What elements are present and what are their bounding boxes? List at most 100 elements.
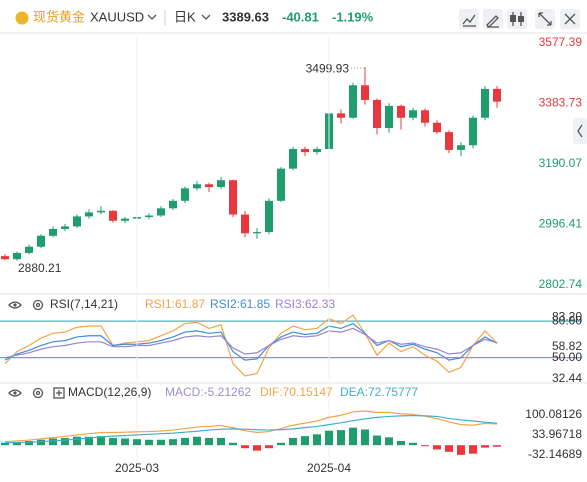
- macd-legend-icons: [8, 387, 65, 399]
- indicator-icon: [462, 14, 476, 27]
- candle-body: [37, 235, 45, 247]
- candle-body: [277, 168, 285, 201]
- rsi-line: [4, 314, 498, 377]
- macd-bar: [25, 440, 33, 446]
- macd-bar: [325, 430, 333, 446]
- macd-bar: [421, 445, 429, 447]
- y-tick-label: 2802.74: [539, 277, 583, 291]
- macd-bar: [361, 429, 369, 446]
- candle-body: [97, 210, 105, 213]
- indicator-title: MACD(12,26,9): [68, 385, 151, 399]
- candle-body: [457, 145, 465, 150]
- candle-body: [313, 148, 321, 153]
- candle-body: [25, 246, 33, 253]
- eye-pupil: [13, 303, 17, 307]
- macd-bar: [85, 436, 93, 446]
- macd-bar: [277, 442, 285, 446]
- y-tick-label: 58.82: [552, 339, 582, 353]
- candle-type-button[interactable]: [507, 9, 527, 29]
- macd-line: [4, 410, 498, 443]
- symbol-dropdown[interactable]: [147, 14, 157, 20]
- legend-entry: MACD:-5.21262: [165, 385, 251, 399]
- macd-bar: [1, 442, 9, 446]
- band-label: 50.00: [552, 350, 582, 364]
- candle-body: [421, 110, 429, 123]
- y-tick-label: 32.44: [552, 371, 582, 385]
- macd-bar: [373, 435, 381, 446]
- candle-body: [445, 132, 453, 150]
- macd-bar: [481, 445, 489, 448]
- macd-bar: [97, 436, 105, 446]
- x-tick-label: 2025-04: [307, 461, 351, 475]
- instrument-name: 现货黄金: [33, 9, 85, 24]
- macd-bar: [397, 440, 405, 446]
- macd-bar: [205, 437, 213, 446]
- fullscreen-icon: [538, 12, 552, 26]
- price-change: -40.81: [282, 9, 319, 24]
- macd-bar: [229, 442, 237, 446]
- draw-icon: [486, 15, 499, 28]
- candle-body: [337, 113, 345, 118]
- macd-bar: [73, 436, 81, 446]
- y-tick-label: 3577.39: [539, 35, 583, 49]
- candle-body: [1, 256, 9, 260]
- eye-icon[interactable]: [8, 389, 22, 397]
- candle-body: [181, 188, 189, 201]
- y-tick-label: 33.96718: [532, 427, 582, 441]
- settings-icon[interactable]: [32, 299, 44, 311]
- candle-body: [301, 148, 309, 153]
- eye-icon[interactable]: [8, 301, 22, 309]
- candle-body: [481, 88, 489, 118]
- expand-icon[interactable]: [53, 387, 65, 399]
- candle-body: [433, 122, 441, 133]
- instrument-symbol[interactable]: XAUUSD: [90, 9, 144, 24]
- legend-entry: RSI1:61.87: [145, 297, 205, 311]
- side-toggle[interactable]: [573, 118, 587, 144]
- candle-body: [265, 200, 273, 233]
- candle-body: [469, 117, 477, 146]
- candle-body: [193, 184, 201, 189]
- y-tick-label: 2996.41: [539, 217, 583, 231]
- candle-body: [145, 215, 153, 218]
- rsi-legend-icons: [8, 299, 44, 311]
- min-label: 2880.21: [18, 261, 62, 275]
- macd-bar: [121, 438, 129, 446]
- period-dropdown[interactable]: [201, 14, 211, 20]
- price: 3389.63: [222, 9, 269, 24]
- coin-icon: [15, 11, 29, 25]
- legend-entry: DEA:72.75777: [340, 385, 418, 399]
- macd-bar: [61, 437, 69, 446]
- macd-bar: [313, 434, 321, 446]
- candle-body: [73, 216, 81, 227]
- macd-bar: [37, 439, 45, 446]
- macd-bar: [109, 437, 117, 446]
- macd-bar: [193, 436, 201, 446]
- candle-body: [169, 200, 177, 209]
- macd-bar: [385, 437, 393, 446]
- settings-icon-core: [35, 390, 41, 396]
- settings-icon[interactable]: [32, 387, 44, 399]
- toolbar: [459, 9, 580, 29]
- candle-type-icon-body: [510, 15, 516, 22]
- macd-bar: [493, 445, 501, 447]
- y-tick-label: 83.20: [552, 309, 582, 323]
- period[interactable]: 日K: [174, 9, 196, 24]
- candle-body: [241, 214, 249, 234]
- macd-bar: [133, 439, 141, 446]
- candle-body: [361, 85, 369, 100]
- macd-bar: [433, 445, 441, 450]
- macd-bar: [157, 439, 165, 446]
- macd-bar: [253, 445, 261, 451]
- candle-body: [205, 184, 213, 188]
- candle-body: [349, 85, 357, 118]
- legend-entry: RSI3:62.33: [275, 297, 335, 311]
- candle-body: [229, 180, 237, 215]
- indicator-button[interactable]: [459, 9, 479, 29]
- macd-bar: [217, 437, 225, 446]
- macd-bar: [265, 445, 273, 449]
- legend-entry: DIF:70.15147: [260, 385, 333, 399]
- side-toggle-icon: [577, 124, 583, 138]
- macd-bar: [13, 442, 21, 446]
